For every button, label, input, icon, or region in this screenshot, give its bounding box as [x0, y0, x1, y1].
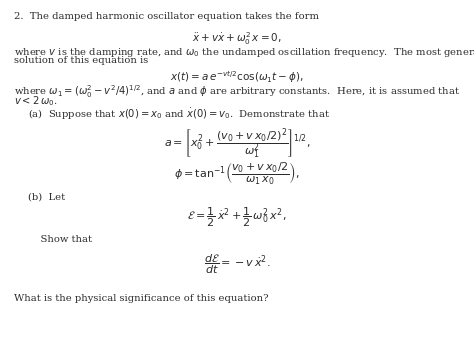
Text: 2.  The damped harmonic oscillator equation takes the form: 2. The damped harmonic oscillator equati…	[14, 12, 319, 21]
Text: $v < 2\,\omega_0$.: $v < 2\,\omega_0$.	[14, 95, 58, 108]
Text: where $\omega_1 = (\omega_0^2 - v^2/4)^{1/2}$, and $a$ and $\phi$ are arbitrary : where $\omega_1 = (\omega_0^2 - v^2/4)^{…	[14, 83, 460, 100]
Text: (b)  Let: (b) Let	[28, 192, 65, 201]
Text: What is the physical significance of this equation?: What is the physical significance of thi…	[14, 294, 269, 303]
Text: $x(t) = a\,e^{-vt/2}\cos(\omega_1 t - \phi),$: $x(t) = a\,e^{-vt/2}\cos(\omega_1 t - \p…	[170, 69, 304, 85]
Text: $\ddot{x} + v\dot{x} + \omega_0^2\, x = 0,$: $\ddot{x} + v\dot{x} + \omega_0^2\, x = …	[192, 30, 282, 47]
Text: $a = \left[x_0^2 + \dfrac{(v_0 + v\,x_0/2)^2}{\omega_1^2}\right]^{1/2},$: $a = \left[x_0^2 + \dfrac{(v_0 + v\,x_0/…	[164, 126, 310, 161]
Text: (a)  Suppose that $x(0) = x_0$ and $\dot{x}(0) = v_0$.  Demonstrate that: (a) Suppose that $x(0) = x_0$ and $\dot{…	[28, 107, 330, 122]
Text: $\phi = \tan^{-1}\!\left(\dfrac{v_0 + v\,x_0/2}{\omega_1\,x_0}\right),$: $\phi = \tan^{-1}\!\left(\dfrac{v_0 + v\…	[174, 160, 300, 186]
Text: $\mathcal{E} = \dfrac{1}{2}\,\dot{x}^2 + \dfrac{1}{2}\,\omega_0^2\,x^2,$: $\mathcal{E} = \dfrac{1}{2}\,\dot{x}^2 +…	[187, 206, 287, 229]
Text: where $v$ is the damping rate, and $\omega_0$ the undamped oscillation frequency: where $v$ is the damping rate, and $\ome…	[14, 46, 474, 59]
Text: $\dfrac{d\mathcal{E}}{dt} = -v\,\dot{x}^2.$: $\dfrac{d\mathcal{E}}{dt} = -v\,\dot{x}^…	[204, 253, 270, 276]
Text: Show that: Show that	[28, 235, 92, 244]
Text: solution of this equation is: solution of this equation is	[14, 56, 148, 65]
